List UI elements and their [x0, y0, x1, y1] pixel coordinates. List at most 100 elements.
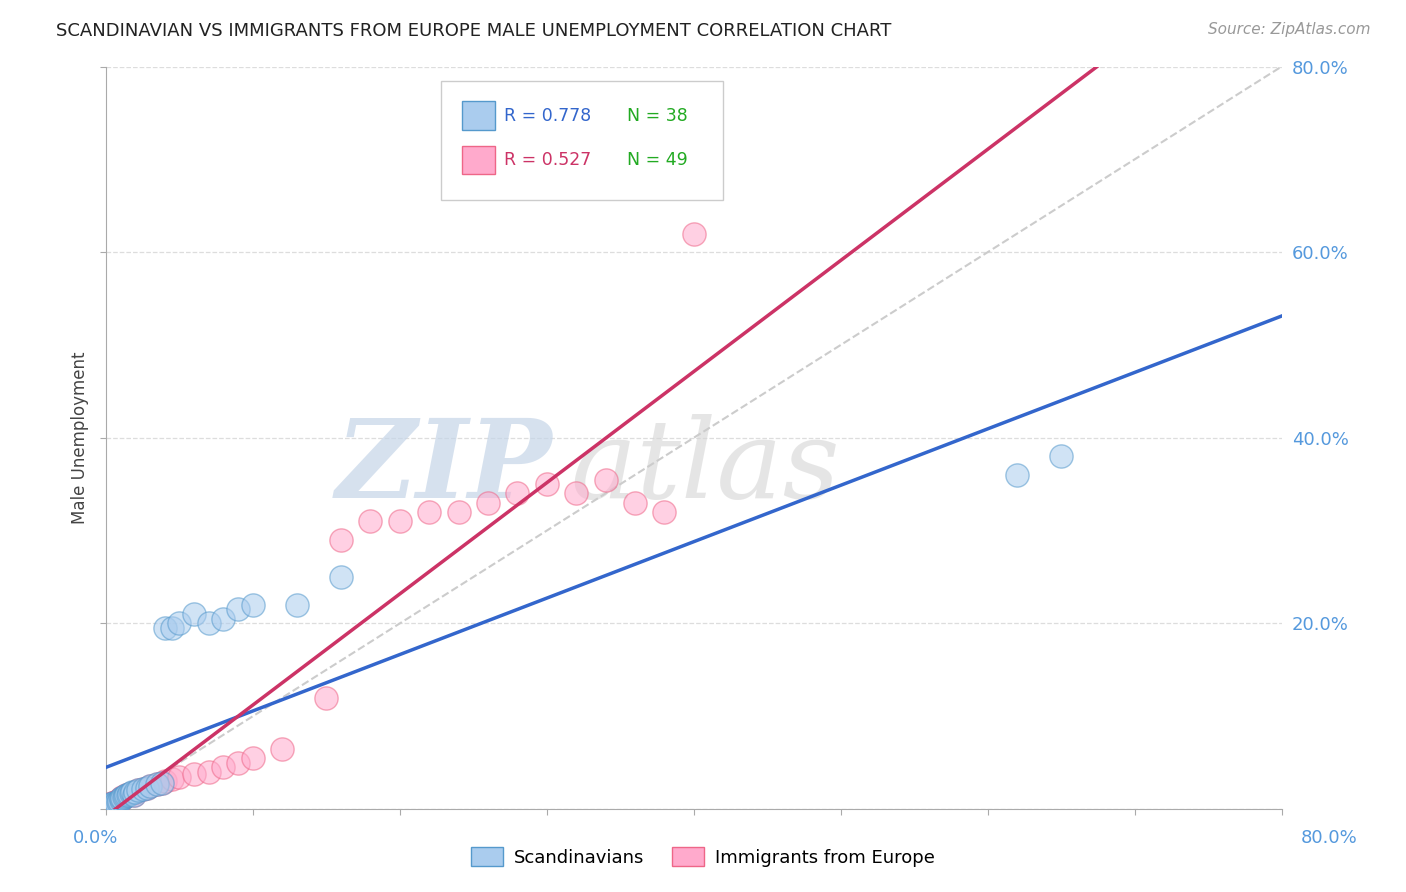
Point — [146, 777, 169, 791]
Point — [112, 789, 135, 804]
FancyBboxPatch shape — [463, 146, 495, 174]
Point — [169, 616, 191, 631]
Point — [131, 781, 153, 796]
Point — [1050, 450, 1073, 464]
Point — [447, 505, 470, 519]
Point — [212, 612, 235, 626]
Text: Source: ZipAtlas.com: Source: ZipAtlas.com — [1208, 22, 1371, 37]
Text: atlas: atlas — [571, 414, 839, 521]
Point — [242, 751, 264, 765]
Point — [120, 787, 142, 801]
Point — [115, 788, 138, 802]
Point — [115, 788, 138, 802]
Point — [226, 756, 249, 770]
Point — [330, 533, 353, 547]
Point — [107, 794, 129, 808]
Point — [160, 621, 183, 635]
Point — [104, 795, 127, 809]
Point — [108, 794, 131, 808]
Point — [652, 505, 675, 519]
Point — [110, 790, 132, 805]
Point — [97, 799, 120, 814]
Point — [183, 766, 205, 780]
Point — [103, 796, 125, 810]
Point — [624, 496, 647, 510]
Point — [121, 786, 143, 800]
Point — [111, 789, 134, 804]
Point — [139, 779, 162, 793]
Point — [139, 779, 162, 793]
Point — [110, 793, 132, 807]
Point — [117, 788, 139, 802]
Point — [330, 570, 353, 584]
Point — [477, 496, 499, 510]
Point — [118, 787, 141, 801]
Point — [285, 598, 308, 612]
Text: 0.0%: 0.0% — [73, 829, 118, 847]
Point — [146, 777, 169, 791]
Point — [121, 785, 143, 799]
Point — [242, 598, 264, 612]
Point — [150, 776, 173, 790]
Point — [153, 774, 176, 789]
FancyBboxPatch shape — [441, 81, 723, 200]
Point — [160, 772, 183, 787]
Point — [118, 787, 141, 801]
Point — [122, 788, 145, 802]
Text: N = 49: N = 49 — [627, 151, 688, 169]
Point — [136, 780, 159, 795]
Point — [315, 690, 337, 705]
Point — [127, 783, 149, 797]
Legend: Scandinavians, Immigrants from Europe: Scandinavians, Immigrants from Europe — [464, 840, 942, 874]
FancyBboxPatch shape — [463, 102, 495, 129]
Y-axis label: Male Unemployment: Male Unemployment — [72, 351, 89, 524]
Point — [169, 770, 191, 784]
Text: ZIP: ZIP — [336, 414, 553, 521]
Point — [117, 788, 139, 802]
Point — [359, 514, 381, 528]
Point — [418, 505, 440, 519]
Text: SCANDINAVIAN VS IMMIGRANTS FROM EUROPE MALE UNEMPLOYMENT CORRELATION CHART: SCANDINAVIAN VS IMMIGRANTS FROM EUROPE M… — [56, 22, 891, 40]
Point — [536, 477, 558, 491]
Text: N = 38: N = 38 — [627, 107, 688, 125]
Point — [98, 797, 121, 812]
Point — [122, 788, 145, 802]
Point — [101, 797, 124, 812]
Point — [183, 607, 205, 621]
Point — [111, 790, 134, 805]
Point — [110, 793, 132, 807]
Text: R = 0.778: R = 0.778 — [505, 107, 592, 125]
Point — [153, 621, 176, 635]
Point — [565, 486, 588, 500]
Point — [103, 797, 125, 811]
Point — [682, 227, 704, 241]
Point — [120, 786, 142, 800]
Point — [108, 793, 131, 807]
Point — [136, 780, 159, 795]
Point — [105, 795, 128, 809]
Point — [197, 616, 219, 631]
Point — [124, 785, 146, 799]
Point — [104, 796, 127, 810]
Point — [595, 473, 617, 487]
Point — [114, 789, 136, 803]
Point — [112, 789, 135, 804]
Point — [506, 486, 529, 500]
Point — [98, 797, 121, 812]
Text: 80.0%: 80.0% — [1301, 829, 1357, 847]
Point — [271, 741, 294, 756]
Point — [197, 764, 219, 779]
Point — [105, 796, 128, 810]
Point — [388, 514, 411, 528]
Point — [212, 760, 235, 774]
Point — [124, 785, 146, 799]
Text: R = 0.527: R = 0.527 — [505, 151, 592, 169]
Point — [131, 781, 153, 796]
Point — [1005, 467, 1028, 482]
Point — [101, 797, 124, 811]
Point — [107, 795, 129, 809]
Point — [114, 789, 136, 803]
Point — [127, 783, 149, 797]
Point — [110, 790, 132, 805]
Point — [150, 776, 173, 790]
